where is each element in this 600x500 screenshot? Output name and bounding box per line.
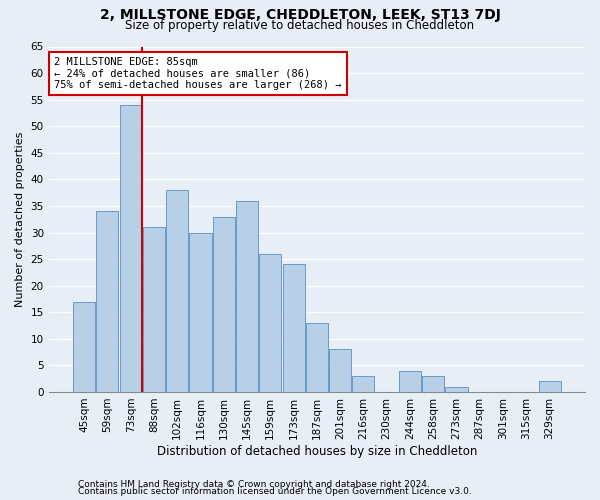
- Bar: [283, 264, 305, 392]
- Text: 2, MILLSTONE EDGE, CHEDDLETON, LEEK, ST13 7DJ: 2, MILLSTONE EDGE, CHEDDLETON, LEEK, ST1…: [100, 8, 500, 22]
- Bar: [329, 350, 351, 392]
- Text: Size of property relative to detached houses in Cheddleton: Size of property relative to detached ho…: [125, 18, 475, 32]
- Bar: [306, 323, 328, 392]
- Bar: [399, 370, 421, 392]
- Text: 2 MILLSTONE EDGE: 85sqm
← 24% of detached houses are smaller (86)
75% of semi-de: 2 MILLSTONE EDGE: 85sqm ← 24% of detache…: [54, 57, 341, 90]
- Text: Contains public sector information licensed under the Open Government Licence v3: Contains public sector information licen…: [78, 487, 472, 496]
- X-axis label: Distribution of detached houses by size in Cheddleton: Distribution of detached houses by size …: [157, 444, 477, 458]
- Bar: [445, 386, 467, 392]
- Bar: [119, 105, 142, 392]
- Bar: [212, 216, 235, 392]
- Bar: [236, 200, 258, 392]
- Text: Contains HM Land Registry data © Crown copyright and database right 2024.: Contains HM Land Registry data © Crown c…: [78, 480, 430, 489]
- Bar: [97, 212, 118, 392]
- Bar: [73, 302, 95, 392]
- Bar: [539, 382, 560, 392]
- Bar: [190, 232, 212, 392]
- Bar: [352, 376, 374, 392]
- Bar: [422, 376, 444, 392]
- Bar: [259, 254, 281, 392]
- Bar: [166, 190, 188, 392]
- Y-axis label: Number of detached properties: Number of detached properties: [15, 132, 25, 307]
- Bar: [143, 227, 165, 392]
